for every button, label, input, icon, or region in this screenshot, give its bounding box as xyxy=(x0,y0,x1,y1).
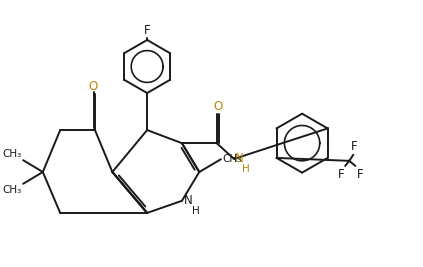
Text: CH₃: CH₃ xyxy=(223,154,242,164)
Text: H: H xyxy=(242,164,250,174)
Text: F: F xyxy=(351,140,358,153)
Text: F: F xyxy=(338,168,344,181)
Text: CH₃: CH₃ xyxy=(2,185,21,195)
Text: O: O xyxy=(213,100,222,113)
Text: H: H xyxy=(192,206,200,216)
Text: N: N xyxy=(235,152,244,165)
Text: O: O xyxy=(88,80,98,93)
Text: CH₃: CH₃ xyxy=(2,149,21,159)
Text: F: F xyxy=(357,168,364,181)
Text: F: F xyxy=(144,24,151,37)
Text: N: N xyxy=(184,194,192,207)
